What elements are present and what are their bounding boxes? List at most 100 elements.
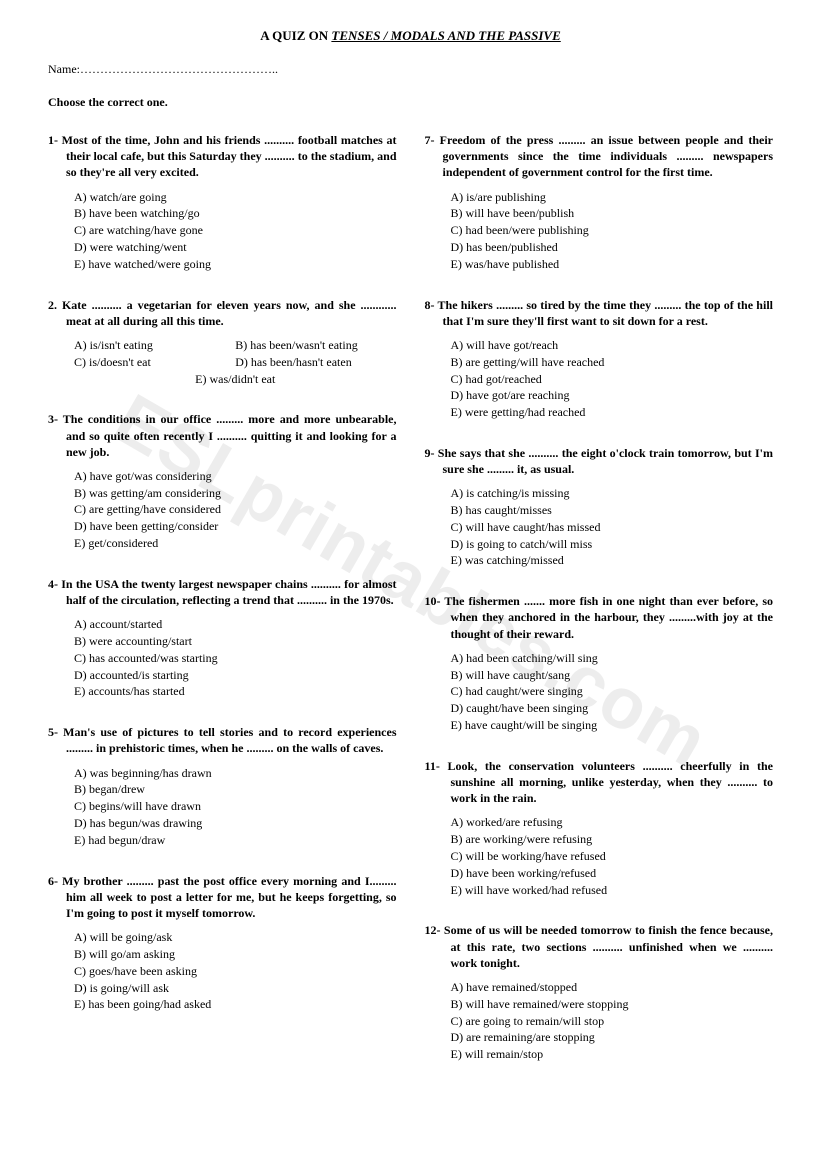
option: B) has caught/misses: [451, 502, 774, 519]
question-options: A) is/are publishingB) will have been/pu…: [425, 189, 774, 273]
question-stem: 1- Most of the time, John and his friend…: [48, 132, 397, 181]
option: A) is catching/is missing: [451, 485, 774, 502]
option: D) caught/have been singing: [451, 700, 774, 717]
option: C) are watching/have gone: [74, 222, 397, 239]
question: 9- She says that she .......... the eigh…: [425, 445, 774, 569]
question-options: A) worked/are refusingB) are working/wer…: [425, 814, 774, 898]
option: A) is/are publishing: [451, 189, 774, 206]
option: B) will have been/publish: [451, 205, 774, 222]
question: 11- Look, the conservation volunteers ..…: [425, 758, 774, 899]
option: B) has been/wasn't eating: [235, 337, 396, 354]
question-options: A) is/isn't eatingB) has been/wasn't eat…: [48, 337, 397, 387]
question-options: A) will be going/askB) will go/am asking…: [48, 929, 397, 1013]
option: D) has been/hasn't eaten: [235, 354, 396, 371]
question: 2. Kate .......... a vegetarian for elev…: [48, 297, 397, 388]
option: D) is going/will ask: [74, 980, 397, 997]
option-pair-row: A) is/isn't eatingB) has been/wasn't eat…: [74, 337, 397, 354]
option: D) are remaining/are stopping: [451, 1029, 774, 1046]
option: E) was catching/missed: [451, 552, 774, 569]
option: C) begins/will have drawn: [74, 798, 397, 815]
option: E) had begun/draw: [74, 832, 397, 849]
option: E) will have worked/had refused: [451, 882, 774, 899]
option: E) will remain/stop: [451, 1046, 774, 1063]
question-stem: 4- In the USA the twenty largest newspap…: [48, 576, 397, 608]
question-options: A) was beginning/has drawnB) began/drewC…: [48, 765, 397, 849]
option: A) have remained/stopped: [451, 979, 774, 996]
left-column: 1- Most of the time, John and his friend…: [48, 132, 397, 1087]
option: A) is/isn't eating: [74, 337, 235, 354]
question-options: A) have remained/stoppedB) will have rem…: [425, 979, 774, 1063]
instruction-text: Choose the correct one.: [48, 95, 773, 110]
option: D) were watching/went: [74, 239, 397, 256]
option: E) have caught/will be singing: [451, 717, 774, 734]
option: B) will have remained/were stopping: [451, 996, 774, 1013]
question-stem: 12- Some of us will be needed tomorrow t…: [425, 922, 774, 971]
option: B) were accounting/start: [74, 633, 397, 650]
option: E) get/considered: [74, 535, 397, 552]
question-options: A) is catching/is missingB) has caught/m…: [425, 485, 774, 569]
page-title: A QUIZ ON TENSES / MODALS AND THE PASSIV…: [48, 28, 773, 44]
option: E) was/didn't eat: [74, 371, 397, 388]
title-underlined: TENSES / MODALS AND THE PASSIVE: [331, 28, 560, 43]
question: 3- The conditions in our office ........…: [48, 411, 397, 552]
question-stem: 3- The conditions in our office ........…: [48, 411, 397, 460]
option: D) has been/published: [451, 239, 774, 256]
question: 8- The hikers ......... so tired by the …: [425, 297, 774, 421]
option: C) are going to remain/will stop: [451, 1013, 774, 1030]
option: B) are getting/will have reached: [451, 354, 774, 371]
question-stem: 10- The fishermen ....... more fish in o…: [425, 593, 774, 642]
option: D) accounted/is starting: [74, 667, 397, 684]
question: 10- The fishermen ....... more fish in o…: [425, 593, 774, 734]
option: E) has been going/had asked: [74, 996, 397, 1013]
question-stem: 7- Freedom of the press ......... an iss…: [425, 132, 774, 181]
option: A) was beginning/has drawn: [74, 765, 397, 782]
option: C) had been/were publishing: [451, 222, 774, 239]
option: B) are working/were refusing: [451, 831, 774, 848]
option: E) were getting/had reached: [451, 404, 774, 421]
option: A) will be going/ask: [74, 929, 397, 946]
option: C) will have caught/has missed: [451, 519, 774, 536]
option: A) had been catching/will sing: [451, 650, 774, 667]
right-column: 7- Freedom of the press ......... an iss…: [425, 132, 774, 1087]
question-options: A) had been catching/will singB) will ha…: [425, 650, 774, 734]
option: E) was/have published: [451, 256, 774, 273]
option: C) has accounted/was starting: [74, 650, 397, 667]
name-field-label: Name:…………………………………………..: [48, 62, 773, 77]
option: A) account/started: [74, 616, 397, 633]
question: 12- Some of us will be needed tomorrow t…: [425, 922, 774, 1063]
option: D) have been working/refused: [451, 865, 774, 882]
option: D) is going to catch/will miss: [451, 536, 774, 553]
option: B) began/drew: [74, 781, 397, 798]
question-options: A) will have got/reachB) are getting/wil…: [425, 337, 774, 421]
option: D) have been getting/consider: [74, 518, 397, 535]
option: B) was getting/am considering: [74, 485, 397, 502]
question-options: A) watch/are goingB) have been watching/…: [48, 189, 397, 273]
question: 6- My brother ......... past the post of…: [48, 873, 397, 1014]
option: C) had caught/were singing: [451, 683, 774, 700]
question-stem: 11- Look, the conservation volunteers ..…: [425, 758, 774, 807]
question-stem: 9- She says that she .......... the eigh…: [425, 445, 774, 477]
option: B) will have caught/sang: [451, 667, 774, 684]
option: B) will go/am asking: [74, 946, 397, 963]
question-stem: 8- The hikers ......... so tired by the …: [425, 297, 774, 329]
question: 1- Most of the time, John and his friend…: [48, 132, 397, 273]
option-pair-row: C) is/doesn't eatD) has been/hasn't eate…: [74, 354, 397, 371]
option: E) have watched/were going: [74, 256, 397, 273]
option: C) had got/reached: [451, 371, 774, 388]
question-options: A) have got/was consideringB) was gettin…: [48, 468, 397, 552]
option: B) have been watching/go: [74, 205, 397, 222]
title-prefix: A QUIZ ON: [260, 28, 331, 43]
option: D) have got/are reaching: [451, 387, 774, 404]
option: A) watch/are going: [74, 189, 397, 206]
option: C) goes/have been asking: [74, 963, 397, 980]
question: 7- Freedom of the press ......... an iss…: [425, 132, 774, 273]
option: E) accounts/has started: [74, 683, 397, 700]
option: A) have got/was considering: [74, 468, 397, 485]
question-columns: 1- Most of the time, John and his friend…: [48, 132, 773, 1087]
question: 5- Man's use of pictures to tell stories…: [48, 724, 397, 848]
question-options: A) account/startedB) were accounting/sta…: [48, 616, 397, 700]
option: C) are getting/have considered: [74, 501, 397, 518]
option: D) has begun/was drawing: [74, 815, 397, 832]
option: C) is/doesn't eat: [74, 354, 235, 371]
option: A) will have got/reach: [451, 337, 774, 354]
